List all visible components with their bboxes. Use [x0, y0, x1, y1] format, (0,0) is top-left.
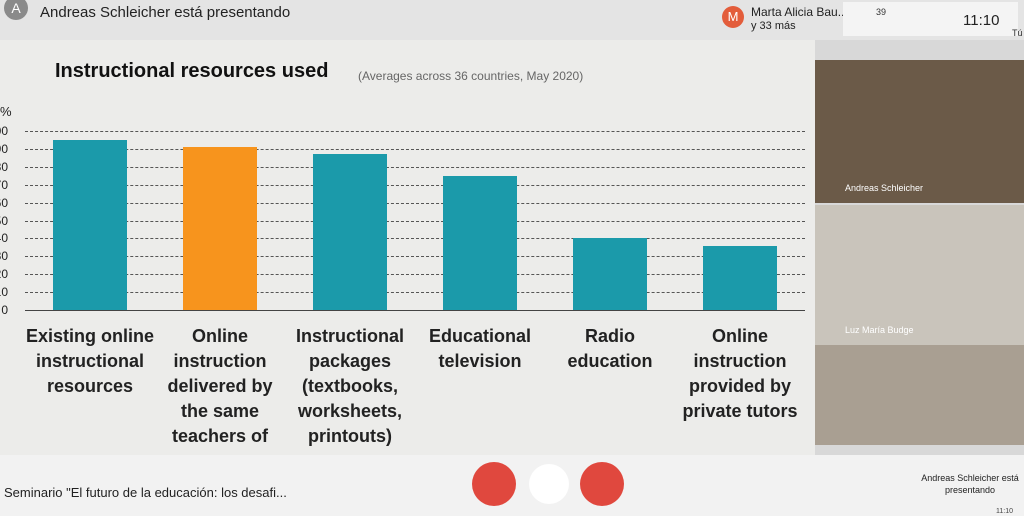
y-tick-label: 100 [0, 124, 8, 138]
bar [183, 147, 257, 310]
slide [0, 40, 815, 455]
bar [443, 175, 517, 310]
y-axis-label: % [0, 104, 12, 119]
bar [53, 139, 127, 310]
video-tile [815, 205, 1024, 345]
x-tick-label: Online instruction provided by private t… [682, 326, 798, 421]
presenter-text: Andreas Schleicher está presentando [40, 4, 291, 21]
grid-line [25, 148, 805, 150]
y-tick-label: 90 [0, 141, 8, 156]
people-count[interactable]: 39 [876, 7, 887, 17]
participant-more: y 33 más [751, 20, 796, 32]
grid-line [25, 256, 805, 258]
video-tile [815, 60, 1024, 203]
meeting-title[interactable]: Seminario "El futuro de la educación: lo… [4, 485, 287, 500]
toolbar [843, 2, 1018, 36]
y-tick-label: 80 [0, 159, 8, 174]
grid-line [25, 202, 805, 204]
camera-button[interactable] [580, 462, 624, 506]
y-tick-label: 10 [0, 285, 8, 300]
x-tick-label: Educational television [428, 326, 531, 371]
footer-time: 11:10 [996, 508, 1013, 515]
tile-name: Luz María Budge [845, 325, 914, 335]
participant-name: Marta Alicia Bau... [751, 5, 848, 19]
x-tick-label: Existing online instructional resources [26, 326, 154, 396]
y-tick-label: 60 [0, 195, 8, 210]
participant-avatar: M [722, 6, 744, 28]
video-tile [815, 345, 1024, 445]
y-tick-label: 30 [0, 249, 8, 264]
grid-line [25, 238, 805, 240]
y-tick-label: 0 [1, 303, 8, 317]
bar [573, 238, 647, 310]
bar [313, 154, 387, 310]
x-tick-label: Radio education [567, 326, 653, 371]
mic-button[interactable] [472, 462, 516, 506]
chart-title: Instructional resources used [55, 60, 329, 82]
chart-subtitle: (Averages across 36 countries, May 2020) [358, 69, 584, 83]
grid-line [25, 131, 805, 132]
bar [703, 245, 777, 310]
grid-line [25, 166, 805, 168]
avatar: A [4, 0, 28, 20]
hangup-button[interactable] [529, 464, 569, 504]
grid-line [25, 274, 805, 276]
x-tick-label: Instructional packages (textbooks, works… [295, 326, 404, 446]
y-tick-label: 70 [0, 177, 8, 192]
tile-name: Andreas Schleicher [845, 183, 924, 193]
grid-line [25, 184, 805, 186]
y-tick-label: 20 [0, 267, 8, 282]
x-tick-label: Online instruction delivered by the same… [167, 326, 273, 446]
y-tick-label: 40 [0, 231, 8, 246]
presenting-label[interactable]: Andreas Schleicher está presentando [921, 473, 1019, 495]
y-tick-label: 50 [0, 213, 8, 228]
clock: 11:10 [963, 12, 1000, 29]
self-label: Tú [1012, 28, 1023, 38]
grid-line [25, 310, 805, 311]
grid-line [25, 292, 805, 294]
grid-line [25, 220, 805, 222]
